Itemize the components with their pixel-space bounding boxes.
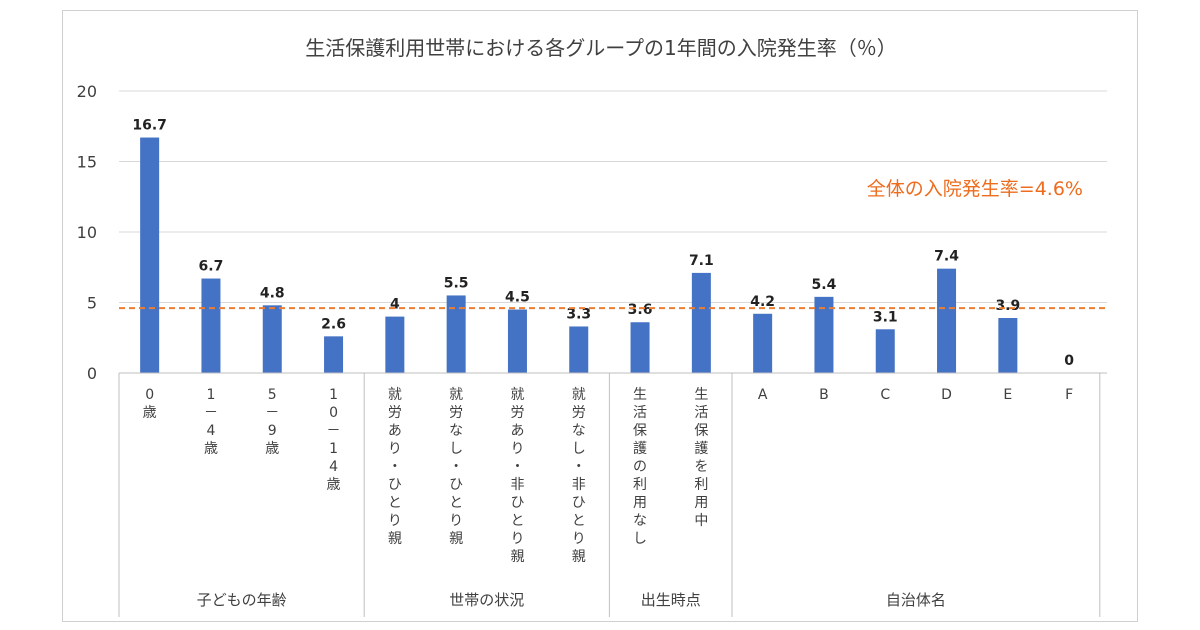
category-label: 就労あり・非ひとり親 [510,387,524,565]
category-label: A [758,387,768,403]
bar-chart: 生活保護利用世帯における各グループの1年間の入院発生率（％） 05101520 … [77,36,1107,617]
category-label: 就労なし・非ひとり親 [572,387,586,565]
data-label: 0 [1064,353,1074,369]
bar [507,309,527,373]
category-label: 就労なし・ひとり親 [449,387,463,547]
category-label: E [1003,387,1012,403]
bar [569,326,589,373]
reference-line: 全体の入院発生率=4.6% [119,178,1107,310]
chart-frame: 生活保護利用世帯における各グループの1年間の入院発生率（％） 0 5 10 15 20 … [62,10,1138,622]
data-label: 6.7 [199,259,224,275]
data-label: 4.5 [505,290,530,306]
data-label: 2.6 [321,316,346,332]
group-label: 出生時点 [641,591,701,609]
y-tick-label: 15 [77,153,97,172]
bar [446,295,466,373]
bar [201,278,221,373]
data-label: 4.2 [750,294,775,310]
y-axis: 0 5 10 15 20 [77,82,97,383]
y-tick-label: 20 [77,82,97,101]
bar [998,318,1018,373]
average-label: 全体の入院発生率=4.6% [867,178,1083,200]
category-label: D [941,387,952,403]
y-tick-label: 0 [87,364,97,383]
category-label: B [819,387,829,403]
data-label: 4.8 [260,285,285,301]
data-label: 3.9 [995,298,1020,314]
category-label: F [1065,387,1073,403]
category-label: 就労あり・ひとり親 [388,387,402,547]
data-label: 3.3 [566,306,591,322]
data-label: 3.1 [873,309,898,325]
bar [814,296,834,373]
category-label: 生活保護の利用なし [633,387,647,547]
data-label: 5.5 [444,275,469,291]
bar [937,268,957,373]
bar [262,305,282,373]
bar [140,137,160,373]
data-label: 7.4 [934,249,959,265]
data-label: 3.6 [628,302,653,318]
y-tick-label: 10 [77,223,97,242]
bar [630,322,650,373]
x-axis: 0 歳 1 － 4 歳 5 － 9 歳 1 0 － 1 4 歳 就労あり・ひとり親 就労なし・ひとり親 就労あり・非… [118,372,1107,617]
data-label: 16.7 [132,118,167,134]
category-label: 1 － 4 歳 [204,387,218,457]
group-label: 世帯の状況 [449,591,524,609]
data-label: 5.4 [812,277,837,293]
chart-title: 生活保護利用世帯における各グループの1年間の入院発生率（％） [305,36,897,60]
y-tick-label: 5 [87,294,97,313]
bar [324,336,344,373]
bars: 16.7 6.7 4.8 2.6 4 5.5 4.5 3.3 3.6 7.1 4.2 5.4 3.1 7.… [132,118,1074,373]
category-label: 生活保護を利用中 [694,387,708,529]
bar [875,329,895,373]
category-label: 1 0 － 1 4 歳 [327,387,341,493]
category-label: C [880,387,890,403]
data-label: 4 [390,297,400,313]
group-label: 子どもの年齢 [197,591,287,609]
bar [385,316,405,373]
group-label: 自治体名 [886,591,946,609]
bar [753,313,773,373]
category-label: 5 － 9 歳 [265,387,279,457]
data-label: 7.1 [689,253,714,269]
bar [691,272,711,373]
